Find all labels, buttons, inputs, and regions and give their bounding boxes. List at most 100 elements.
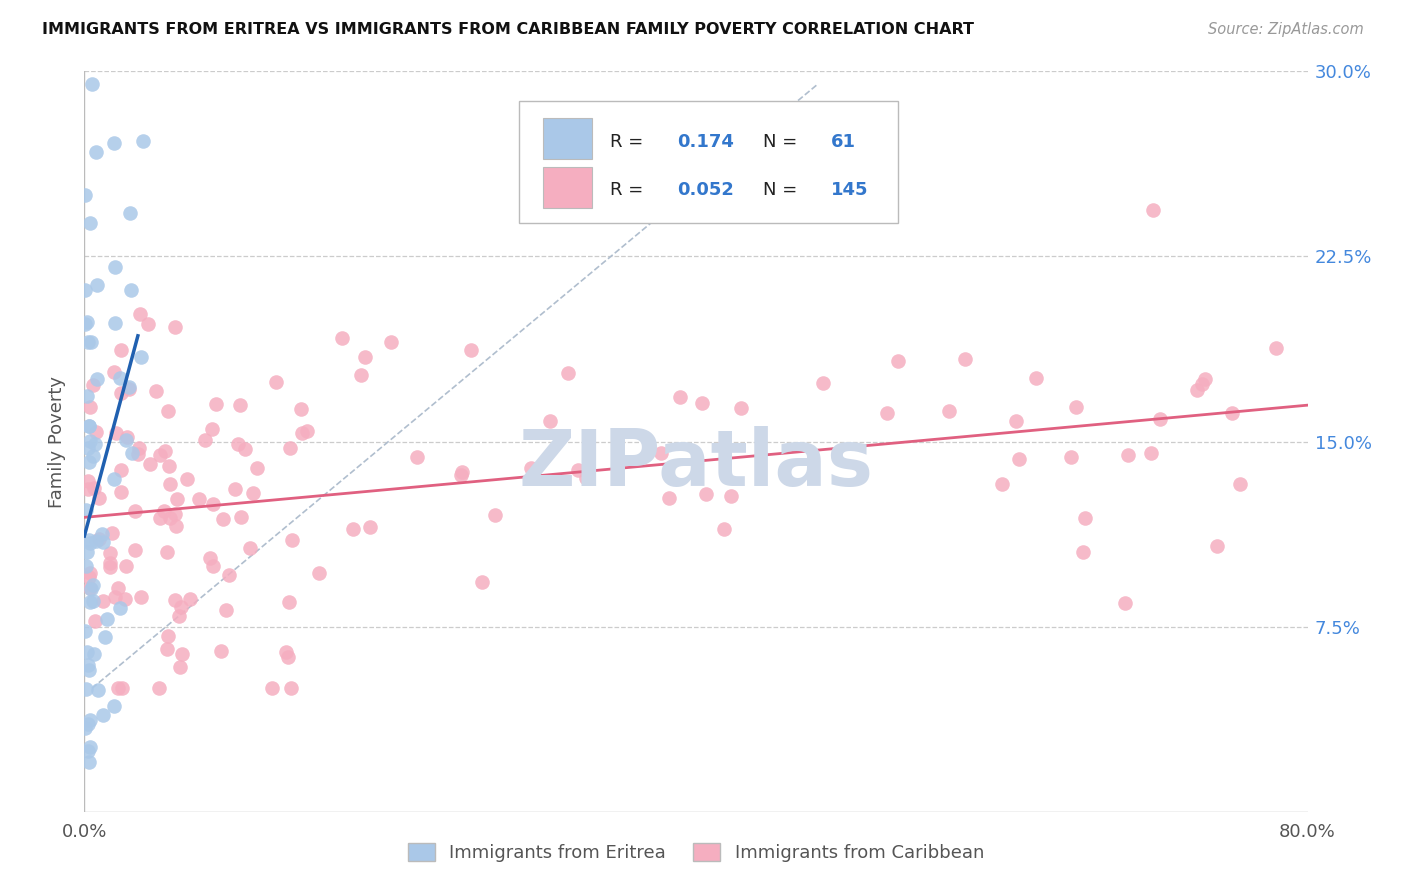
Point xyxy=(75,682,97,697)
Y-axis label: Family Poverty: Family Poverty xyxy=(48,376,66,508)
Text: 145: 145 xyxy=(831,181,868,199)
Point xyxy=(127,447,149,461)
Point xyxy=(86,278,108,293)
Text: R =: R = xyxy=(610,181,650,199)
Point xyxy=(332,331,354,345)
Point xyxy=(128,441,150,455)
Point xyxy=(1116,448,1139,462)
Point xyxy=(668,390,690,404)
Point xyxy=(1142,202,1164,217)
Point xyxy=(103,136,125,151)
Point xyxy=(77,474,100,488)
Point xyxy=(77,455,100,469)
Point xyxy=(156,545,179,559)
Point xyxy=(98,546,121,560)
Point xyxy=(471,575,494,590)
Point xyxy=(695,487,717,501)
Text: N =: N = xyxy=(763,133,803,151)
Point xyxy=(211,512,233,526)
Point xyxy=(77,657,100,672)
Point xyxy=(157,458,180,473)
Point xyxy=(79,566,101,581)
Point xyxy=(80,334,103,349)
Point xyxy=(103,472,125,486)
Point xyxy=(83,647,105,661)
Point xyxy=(120,284,142,298)
Point xyxy=(658,491,681,505)
Point xyxy=(77,663,100,677)
Point xyxy=(153,504,176,518)
Point xyxy=(342,522,364,536)
Point xyxy=(953,351,976,366)
Point xyxy=(77,419,100,434)
Point xyxy=(350,368,373,382)
Point xyxy=(76,545,98,559)
Point xyxy=(557,366,579,380)
Point xyxy=(235,442,257,456)
Point xyxy=(129,350,152,364)
Point xyxy=(1149,411,1171,425)
Point xyxy=(1185,384,1208,398)
Point xyxy=(108,370,131,384)
Point xyxy=(79,581,101,595)
Point xyxy=(277,595,299,609)
Point xyxy=(91,707,114,722)
Point xyxy=(136,318,159,332)
Point xyxy=(83,614,105,628)
Point xyxy=(1265,341,1288,355)
Point xyxy=(79,217,101,231)
Point xyxy=(139,457,162,471)
Point xyxy=(264,376,287,390)
Point xyxy=(132,134,155,148)
Point xyxy=(96,612,118,626)
Point xyxy=(93,594,115,608)
Point xyxy=(650,446,672,460)
Point xyxy=(98,560,121,574)
Point xyxy=(179,591,201,606)
Point xyxy=(121,446,143,460)
Point xyxy=(104,316,127,330)
Point xyxy=(111,681,134,696)
Point xyxy=(118,380,141,394)
Point xyxy=(229,398,252,412)
Point xyxy=(84,436,107,450)
Point xyxy=(77,533,100,548)
Point xyxy=(406,450,429,465)
Point xyxy=(129,307,152,321)
Point xyxy=(94,630,117,644)
Point xyxy=(1206,539,1229,553)
Point xyxy=(202,559,225,574)
Point xyxy=(170,599,193,614)
Point xyxy=(290,402,312,417)
Point xyxy=(359,520,381,534)
Point xyxy=(451,465,474,479)
Point xyxy=(280,533,302,547)
Text: 0.174: 0.174 xyxy=(678,133,734,151)
Point xyxy=(79,739,101,754)
Point xyxy=(117,382,139,396)
Point xyxy=(575,471,598,485)
Point xyxy=(159,511,181,525)
Point xyxy=(274,644,297,658)
Point xyxy=(990,477,1012,491)
Point xyxy=(148,681,170,696)
Point xyxy=(110,463,132,477)
Point xyxy=(103,365,125,379)
Point xyxy=(811,376,834,391)
Point xyxy=(79,756,101,770)
Point xyxy=(108,600,131,615)
Point xyxy=(79,434,101,449)
Point xyxy=(887,354,910,368)
Point xyxy=(204,397,226,411)
Point xyxy=(91,534,114,549)
Point xyxy=(291,425,314,440)
Point xyxy=(153,444,176,458)
Point xyxy=(129,590,152,604)
Point xyxy=(1064,400,1087,414)
Point xyxy=(86,372,108,386)
Point xyxy=(1140,446,1163,460)
Point xyxy=(156,642,179,657)
Point xyxy=(1194,372,1216,386)
Point xyxy=(229,509,252,524)
Point xyxy=(1229,477,1251,491)
